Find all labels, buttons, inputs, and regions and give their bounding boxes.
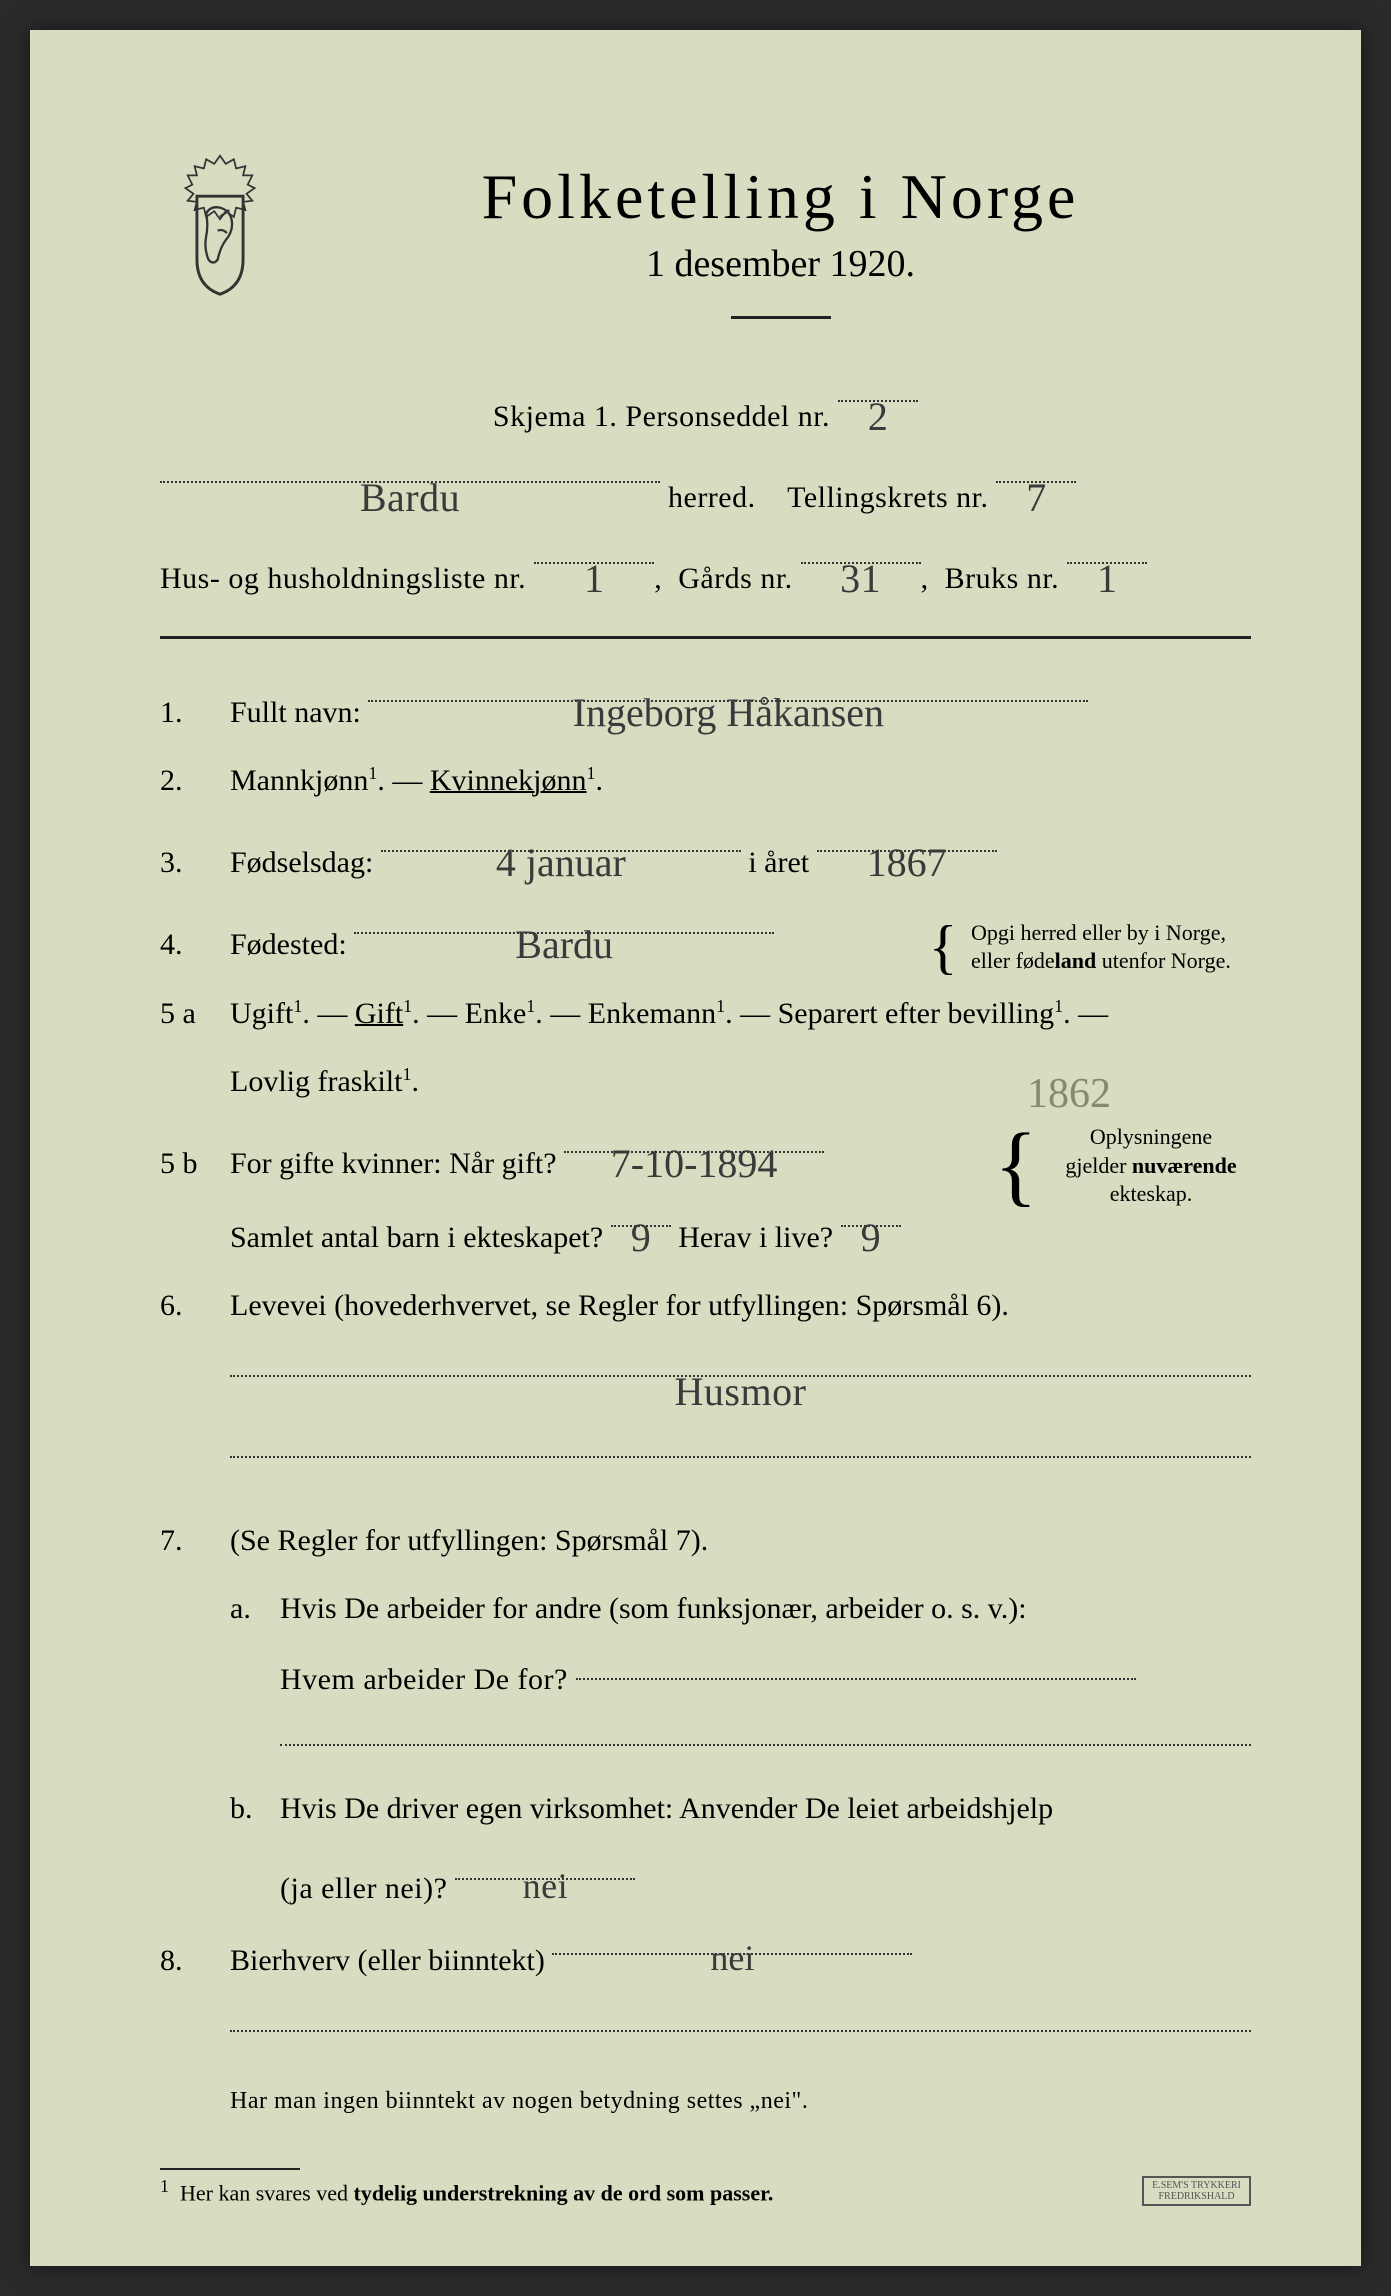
q7-num: 7. bbox=[160, 1511, 230, 1571]
q6-value-line: Husmor bbox=[160, 1344, 1251, 1425]
title-divider bbox=[731, 316, 831, 319]
schema-label: Skjema 1. Personseddel nr. bbox=[493, 400, 830, 433]
q5b-note: Oplysningene gjelder nuværende ekteskap. bbox=[1051, 1123, 1251, 1209]
q8-label: Bierhverv (eller biinntekt) bbox=[230, 1944, 545, 1977]
q5a-gift: Gift bbox=[355, 997, 403, 1030]
husliste-nr: 1 bbox=[584, 535, 605, 623]
herred-label: herred. bbox=[668, 481, 756, 514]
hus-line: Hus- og husholdningsliste nr. 1, Gårds n… bbox=[160, 531, 1251, 612]
q4-num: 4. bbox=[160, 915, 230, 975]
q7b-label: b. bbox=[230, 1779, 280, 1839]
q5a-enke: Enke bbox=[465, 997, 527, 1030]
q2-num: 2. bbox=[160, 751, 230, 811]
q5a-fraskilt: Lovlig fraskilt bbox=[230, 1065, 402, 1098]
q3-year-label: i året bbox=[748, 846, 809, 879]
q1-row: 1. Fullt navn: Ingeborg Håkansen bbox=[160, 669, 1251, 743]
herred-line: Bardu herred. Tellingskrets nr. 7 bbox=[160, 450, 1251, 531]
bruks-label: Bruks nr. bbox=[945, 562, 1060, 595]
krets-nr: 7 bbox=[1026, 454, 1047, 542]
q2-kvinne: Kvinnekjønn bbox=[430, 764, 587, 797]
q2-mann: Mannkjønn bbox=[230, 764, 368, 797]
q5a-row2: Lovlig fraskilt1. 1862 bbox=[160, 1052, 1251, 1112]
gards-nr: 31 bbox=[840, 535, 881, 623]
footnote-rule bbox=[160, 2168, 300, 2170]
q8-row: 8. Bierhverv (eller biinntekt) nei bbox=[160, 1922, 1251, 1991]
q4-label: Fødested: bbox=[230, 928, 347, 961]
q5b-row: 5 b For gifte kvinner: Når gift? 7-10-18… bbox=[160, 1120, 1251, 1268]
q7a-blank bbox=[160, 1713, 1251, 1779]
q5a-enkemann: Enkemann bbox=[588, 997, 716, 1030]
q1-value: Ingeborg Håkansen bbox=[573, 673, 884, 753]
coat-of-arms-icon bbox=[160, 150, 280, 300]
pencil-annotation: 1862 bbox=[1027, 1052, 1111, 1136]
q7b-value: nei bbox=[523, 1866, 568, 1906]
q5b-barn-label: Samlet antal barn i ekteskapet? bbox=[230, 1221, 603, 1254]
q5a-row: 5 a Ugift1. — Gift1. — Enke1. — Enkemann… bbox=[160, 984, 1251, 1044]
q3-day: 4 januar bbox=[496, 823, 626, 903]
q5b-date: 7-10-1894 bbox=[611, 1124, 778, 1204]
q5b-num: 5 b bbox=[160, 1134, 230, 1194]
q7b-text2: (ja eller nei)? bbox=[280, 1872, 447, 1905]
krets-label: Tellingskrets nr. bbox=[787, 481, 988, 514]
q7a-text2: Hvem arbeider De for? bbox=[280, 1663, 568, 1696]
printer-stamp: E.SEM'S TRYKKERI FREDRIKSHALD bbox=[1142, 2176, 1251, 2206]
q7b-row: b. Hvis De driver egen virksomhet: Anven… bbox=[160, 1779, 1251, 1839]
q5a-num: 5 a bbox=[160, 984, 230, 1044]
q8-blank bbox=[160, 1999, 1251, 2065]
q6-num: 6. bbox=[160, 1276, 230, 1336]
q1-num: 1. bbox=[160, 683, 230, 743]
q5a-separert: Separert efter bevilling bbox=[778, 997, 1055, 1030]
q5b-label: For gifte kvinner: Når gift? bbox=[230, 1147, 557, 1180]
q8-value: nei bbox=[710, 1938, 754, 1978]
q3-year: 1867 bbox=[867, 823, 947, 903]
title-block: Folketelling i Norge 1 desember 1920. bbox=[310, 150, 1251, 359]
q7b-line2: (ja eller nei)? nei bbox=[160, 1847, 1251, 1922]
q1-label: Fullt navn: bbox=[230, 696, 361, 729]
census-form-page: Folketelling i Norge 1 desember 1920. Sk… bbox=[30, 30, 1361, 2266]
q4-row: 4. Fødested: Bardu { Opgi herred eller b… bbox=[160, 901, 1251, 976]
q3-label: Fødselsdag: bbox=[230, 846, 373, 879]
header: Folketelling i Norge 1 desember 1920. bbox=[160, 150, 1251, 359]
q7b-text1: Hvis De driver egen virksomhet: Anvender… bbox=[280, 1779, 1251, 1839]
q6-blank-line bbox=[160, 1425, 1251, 1491]
q6-value: Husmor bbox=[675, 1348, 807, 1436]
footnote: 1 Her kan svares ved tydelig understrekn… bbox=[160, 2176, 1251, 2206]
q6-label: Levevei (hovederhvervet, se Regler for u… bbox=[230, 1289, 1009, 1322]
q7a-line2: Hvem arbeider De for? bbox=[160, 1647, 1251, 1713]
q5a-ugift: Ugift bbox=[230, 997, 293, 1030]
husliste-label: Hus- og husholdningsliste nr. bbox=[160, 562, 526, 595]
q7-label: (Se Regler for utfyllingen: Spørsmål 7). bbox=[230, 1511, 1251, 1571]
q5b-herav: 9 bbox=[861, 1198, 881, 1278]
section-divider bbox=[160, 636, 1251, 639]
q7a-label: a. bbox=[230, 1579, 280, 1639]
q4-note: Opgi herred eller by i Norge, eller føde… bbox=[971, 919, 1251, 976]
gards-label: Gårds nr. bbox=[678, 562, 792, 595]
q6-row: 6. Levevei (hovederhvervet, se Regler fo… bbox=[160, 1276, 1251, 1336]
q4-value: Bardu bbox=[515, 905, 613, 985]
q7a-row: a. Hvis De arbeider for andre (som funks… bbox=[160, 1579, 1251, 1639]
q3-row: 3. Fødselsdag: 4 januar i året 1867 bbox=[160, 819, 1251, 893]
q5b-herav-label: Herav i live? bbox=[678, 1221, 833, 1254]
q8-num: 8. bbox=[160, 1931, 230, 1991]
q7a-text1: Hvis De arbeider for andre (som funksjon… bbox=[280, 1579, 1251, 1639]
bruks-nr: 1 bbox=[1097, 535, 1118, 623]
subtitle: 1 desember 1920. bbox=[310, 242, 1251, 286]
herred-value: Bardu bbox=[360, 454, 460, 542]
q5b-barn: 9 bbox=[631, 1198, 651, 1278]
q7-row: 7. (Se Regler for utfyllingen: Spørsmål … bbox=[160, 1511, 1251, 1571]
q3-num: 3. bbox=[160, 833, 230, 893]
q2-row: 2. Mannkjønn1. — Kvinnekjønn1. bbox=[160, 751, 1251, 811]
schema-line: Skjema 1. Personseddel nr. 2 bbox=[160, 369, 1251, 450]
main-title: Folketelling i Norge bbox=[310, 160, 1251, 234]
personseddel-nr: 2 bbox=[868, 373, 889, 461]
tail-note: Har man ingen biinntekt av nogen betydni… bbox=[160, 2075, 1251, 2128]
